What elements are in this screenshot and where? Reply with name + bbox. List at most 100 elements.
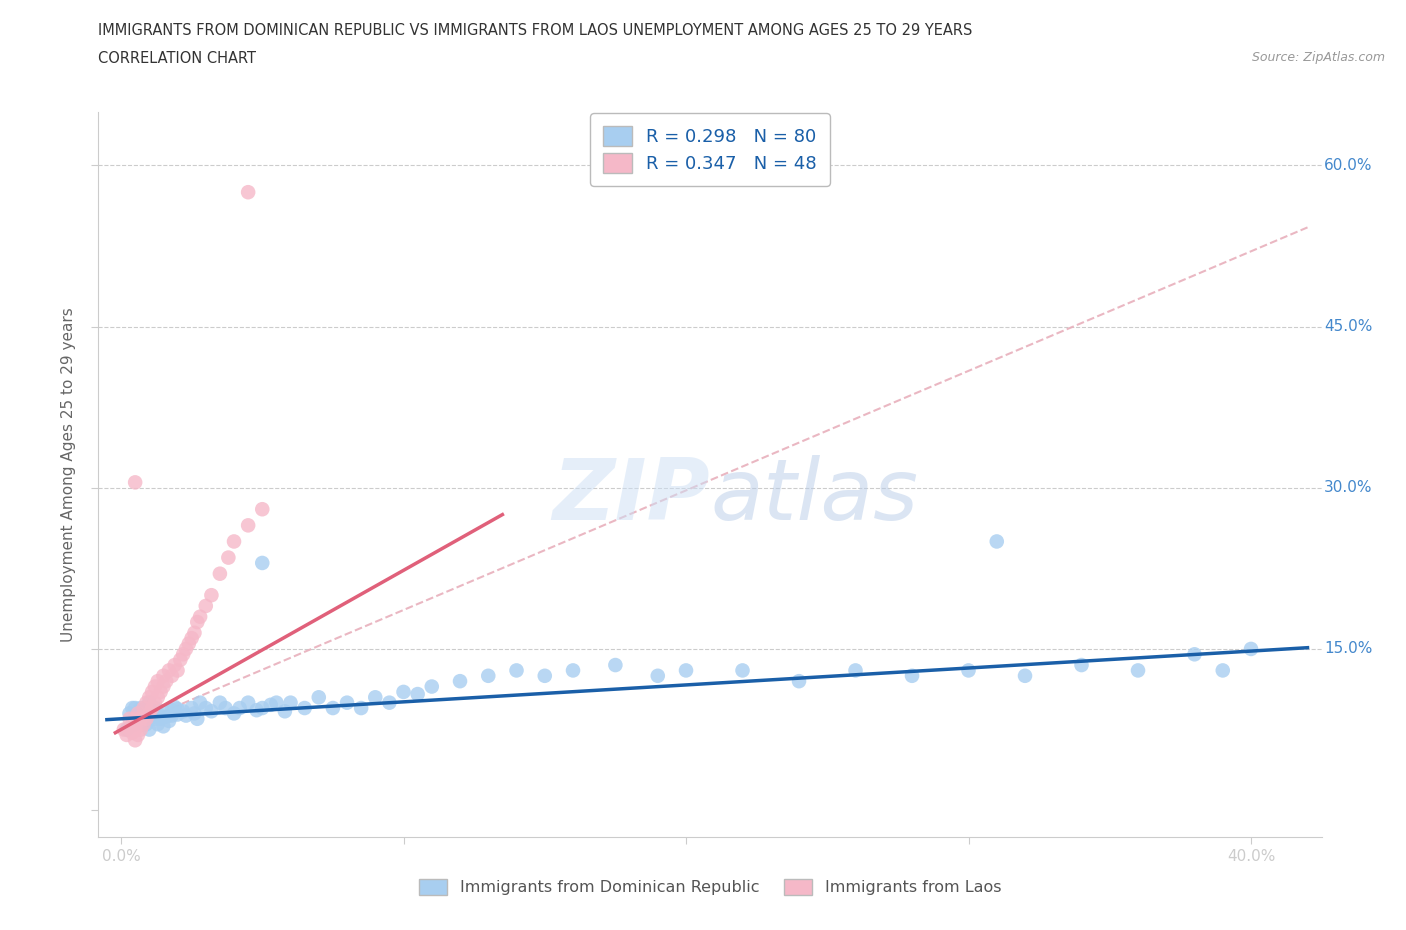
Point	[155, 673, 177, 688]
Text: atlas: atlas	[710, 455, 918, 538]
Point	[957, 663, 980, 678]
Point	[180, 700, 202, 715]
Point	[129, 706, 152, 721]
Point	[146, 690, 169, 705]
Point	[260, 698, 283, 712]
Point	[129, 700, 152, 715]
Point	[787, 673, 810, 688]
Point	[166, 701, 188, 716]
Text: ZIP: ZIP	[553, 455, 710, 538]
Point	[160, 703, 183, 718]
Point	[146, 717, 169, 732]
Point	[124, 711, 146, 726]
Point	[135, 696, 157, 711]
Point	[121, 725, 143, 740]
Point	[477, 669, 499, 684]
Point	[901, 669, 924, 684]
Point	[112, 722, 135, 737]
Text: Source: ZipAtlas.com: Source: ZipAtlas.com	[1251, 51, 1385, 64]
Point	[157, 713, 180, 728]
Text: 15.0%: 15.0%	[1324, 642, 1372, 657]
Y-axis label: Unemployment Among Ages 25 to 29 years: Unemployment Among Ages 25 to 29 years	[60, 307, 76, 642]
Point	[252, 700, 274, 715]
Point	[986, 534, 1008, 549]
Point	[152, 669, 174, 684]
Point	[280, 696, 302, 711]
Legend: Immigrants from Dominican Republic, Immigrants from Laos: Immigrants from Dominican Republic, Immi…	[412, 872, 1008, 901]
Point	[1212, 663, 1234, 678]
Point	[138, 706, 160, 721]
Point	[1184, 647, 1206, 662]
Point	[236, 696, 259, 711]
Point	[152, 679, 174, 694]
Point	[135, 717, 157, 732]
Point	[138, 711, 160, 726]
Point	[143, 711, 166, 726]
Point	[214, 700, 236, 715]
Point	[1014, 669, 1036, 684]
Point	[533, 669, 555, 684]
Point	[208, 696, 231, 711]
Point	[115, 722, 138, 737]
Point	[217, 551, 239, 565]
Point	[124, 733, 146, 748]
Point	[188, 609, 211, 624]
Point	[449, 673, 471, 688]
Point	[222, 534, 245, 549]
Point	[132, 700, 155, 715]
Point	[1126, 663, 1149, 678]
Point	[146, 706, 169, 721]
Point	[152, 704, 174, 719]
Point	[135, 711, 157, 726]
Point	[392, 684, 415, 699]
Point	[200, 588, 222, 603]
Point	[127, 711, 149, 726]
Point	[183, 625, 205, 640]
Point	[274, 704, 297, 719]
Point	[364, 690, 387, 705]
Point	[143, 696, 166, 711]
Point	[141, 706, 163, 721]
Point	[350, 700, 373, 715]
Point	[308, 690, 330, 705]
Point	[163, 658, 186, 672]
Point	[236, 185, 259, 200]
Point	[141, 700, 163, 715]
Text: 60.0%: 60.0%	[1324, 158, 1372, 173]
Point	[149, 711, 172, 726]
Point	[183, 706, 205, 721]
Point	[127, 727, 149, 742]
Point	[124, 722, 146, 737]
Point	[378, 696, 401, 711]
Point	[1070, 658, 1092, 672]
Point	[118, 706, 141, 721]
Point	[294, 700, 316, 715]
Point	[180, 631, 202, 645]
Point	[228, 700, 250, 715]
Point	[132, 717, 155, 732]
Point	[135, 700, 157, 715]
Point	[420, 679, 443, 694]
Point	[141, 684, 163, 699]
Point	[129, 711, 152, 726]
Point	[138, 696, 160, 711]
Point	[186, 711, 208, 726]
Point	[129, 722, 152, 737]
Point	[143, 679, 166, 694]
Text: CORRELATION CHART: CORRELATION CHART	[98, 51, 256, 66]
Point	[731, 663, 754, 678]
Point	[160, 708, 183, 723]
Point	[194, 599, 217, 614]
Point	[194, 700, 217, 715]
Point	[252, 555, 274, 570]
Text: 45.0%: 45.0%	[1324, 319, 1372, 334]
Text: 30.0%: 30.0%	[1324, 480, 1372, 496]
Point	[252, 502, 274, 517]
Point	[322, 700, 344, 715]
Point	[124, 717, 146, 732]
Point	[208, 566, 231, 581]
Point	[177, 636, 200, 651]
Point	[172, 704, 194, 719]
Point	[138, 722, 160, 737]
Point	[647, 669, 669, 684]
